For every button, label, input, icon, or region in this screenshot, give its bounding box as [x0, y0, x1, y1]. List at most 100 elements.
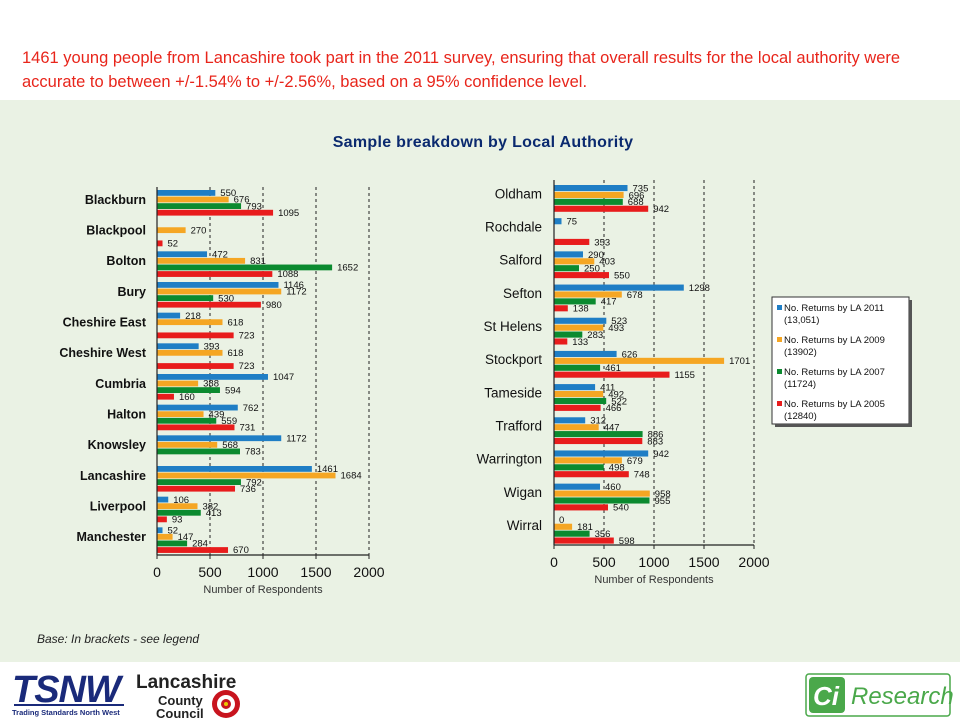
x-tick-label: 2000 [738, 554, 769, 570]
lancashire-logo-council: Council [156, 706, 204, 720]
bar [554, 317, 607, 324]
bar [157, 380, 199, 387]
category-label: Stockport [485, 352, 542, 367]
legend-label: No. Returns by LA 2009 [784, 335, 885, 346]
data-label: 618 [228, 348, 244, 359]
bar [157, 393, 174, 400]
bar [157, 196, 229, 203]
bar [157, 203, 242, 209]
bar [157, 271, 273, 277]
bar [157, 527, 163, 534]
data-label: 283 [587, 330, 603, 341]
bar [554, 384, 596, 391]
data-label: 250 [584, 264, 600, 275]
data-label: 1461 [317, 464, 338, 475]
bar [157, 516, 167, 523]
bar [157, 424, 235, 431]
bar [157, 448, 240, 455]
data-label: 523 [611, 316, 627, 327]
data-label: 688 [628, 197, 644, 208]
bar [554, 364, 601, 371]
x-axis-label: Number of Respondents [203, 584, 323, 596]
bar [554, 504, 608, 511]
data-label: 670 [233, 545, 249, 556]
data-label: 106 [173, 495, 189, 506]
red-rose-icon [212, 690, 240, 718]
tsnw-logo: TSNW Trading Standards North West [12, 669, 125, 717]
data-label: 678 [627, 290, 643, 301]
bar [554, 437, 643, 445]
category-label: Wirral [507, 518, 542, 533]
bar [554, 191, 624, 198]
bar [554, 298, 596, 305]
data-label: 1155 [675, 370, 695, 381]
data-label: 411 [600, 382, 615, 393]
data-label: 461 [605, 363, 621, 374]
bar [157, 404, 238, 411]
data-label: 388 [203, 379, 219, 390]
research-logo-text: Research [851, 683, 954, 710]
legend-label-count: (12840) [784, 411, 817, 422]
data-label: 792 [246, 477, 262, 488]
data-label: 290 [588, 250, 604, 261]
bar [157, 343, 199, 350]
bar [157, 190, 216, 196]
data-label: 52 [168, 525, 179, 536]
bar [157, 209, 274, 216]
bar [554, 457, 622, 464]
legend-swatch [777, 305, 782, 310]
data-label: 138 [573, 304, 589, 315]
data-label: 958 [655, 489, 671, 500]
bar [157, 319, 223, 326]
legend-label: No. Returns by LA 2011 [784, 303, 884, 314]
bar [554, 338, 568, 345]
data-label: 736 [240, 484, 256, 495]
bar [157, 332, 234, 339]
data-label: 980 [266, 300, 282, 311]
data-label: 498 [609, 463, 625, 474]
data-label: 679 [627, 456, 643, 467]
bar [554, 450, 649, 457]
bar [157, 435, 282, 442]
bar [554, 537, 614, 544]
data-label: 793 [246, 201, 262, 212]
category-label: Oldham [495, 186, 542, 201]
bar [157, 251, 208, 258]
category-label: Lancashire [80, 469, 146, 483]
bar [554, 272, 609, 279]
data-label: 568 [222, 440, 238, 451]
data-label: 403 [599, 257, 615, 268]
data-label: 723 [239, 361, 255, 372]
data-label: 723 [239, 331, 255, 342]
bar [554, 497, 650, 504]
category-label: Cumbria [95, 377, 147, 391]
legend-label-count: (13902) [784, 347, 817, 358]
data-label: 550 [614, 270, 630, 281]
tsnw-logo-subtitle: Trading Standards North West [12, 708, 120, 717]
category-label: Cheshire West [59, 346, 146, 360]
data-label: 530 [218, 293, 234, 304]
data-label: 447 [604, 423, 620, 434]
data-label: 1088 [277, 269, 298, 280]
data-label: 676 [234, 195, 250, 206]
data-label: 831 [250, 256, 266, 267]
bar [157, 240, 163, 247]
data-label: 748 [634, 470, 650, 481]
footnote: Base: In brackets - see legend [37, 632, 200, 646]
category-label: Sefton [503, 286, 542, 301]
data-label: 1701 [729, 356, 750, 367]
data-label: 550 [220, 188, 236, 199]
bar [554, 205, 649, 212]
data-label: 472 [212, 249, 228, 260]
data-label: 52 [168, 239, 179, 250]
x-tick-label: 0 [153, 564, 161, 580]
bar [554, 305, 568, 312]
data-label: 1146 [283, 280, 303, 291]
data-label: 1172 [286, 433, 306, 444]
data-label: 955 [655, 496, 671, 507]
bar [554, 483, 600, 490]
lancashire-logo-text: Lancashire [136, 672, 236, 693]
bar [157, 301, 261, 308]
bar [554, 424, 599, 431]
